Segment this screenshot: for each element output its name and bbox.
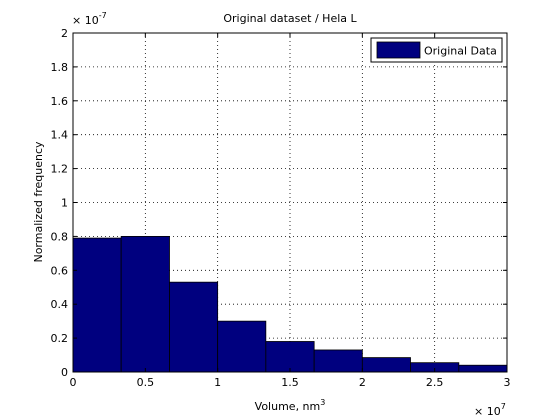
x-tick-labels: 0 0.5 1 1.5 2 2.5 3 xyxy=(70,376,511,389)
x-tick-label: 2 xyxy=(359,376,366,389)
y-tick-labels: 0 0.2 0.4 0.6 0.8 1 1.2 1.4 1.6 1.8 2 xyxy=(51,27,69,379)
histogram-bar xyxy=(313,349,363,373)
histogram-bar xyxy=(458,364,508,373)
y-axis-label: Normalized frequency xyxy=(32,141,45,263)
histogram-bar xyxy=(169,281,219,373)
y-tick-label: 1.2 xyxy=(51,163,69,176)
histogram-bar xyxy=(265,341,315,373)
y-tick-label: 1.8 xyxy=(51,61,69,74)
legend-label: Original Data xyxy=(424,45,497,58)
axis-ticks xyxy=(72,32,508,373)
y-tick-label: 0 xyxy=(61,366,68,379)
x-tick-label: 0.5 xyxy=(137,376,155,389)
x-multiplier-base: × 10 xyxy=(474,405,501,418)
y-tick-label: 0.6 xyxy=(51,264,69,277)
x-axis-label-superscript: 3 xyxy=(320,398,325,407)
x-tick-label: 1 xyxy=(214,376,221,389)
y-tick-label: 0.4 xyxy=(51,298,69,311)
y-tick-label: 0.2 xyxy=(51,332,69,345)
histogram-bar xyxy=(217,320,267,373)
x-axis-multiplier: × 107 xyxy=(474,402,506,418)
histogram-bar xyxy=(120,235,170,373)
histogram-bar xyxy=(361,357,411,373)
y-tick-label: 1.6 xyxy=(51,95,69,108)
y-tick-label: 1 xyxy=(61,197,68,210)
histogram-bars xyxy=(72,235,508,373)
legend: Original Data xyxy=(370,37,503,63)
chart-title: Original dataset / Hela L xyxy=(223,12,357,25)
x-multiplier-exponent: 7 xyxy=(501,402,506,411)
x-tick-label: 3 xyxy=(504,376,511,389)
y-axis-multiplier: × 10-7 xyxy=(72,11,107,27)
x-tick-label: 0 xyxy=(70,376,77,389)
x-axis-label: Volume, nm3 xyxy=(255,398,326,413)
histogram-bar xyxy=(72,237,122,373)
y-tick-label: 0.8 xyxy=(51,230,69,243)
legend-swatch xyxy=(376,41,421,59)
x-axis-label-text: Volume, nm xyxy=(255,400,321,413)
y-tick-label: 2 xyxy=(61,27,68,40)
x-tick-label: 2.5 xyxy=(426,376,444,389)
y-multiplier-exponent: -7 xyxy=(99,11,107,20)
x-tick-label: 1.5 xyxy=(281,376,299,389)
y-tick-label: 1.4 xyxy=(51,129,69,142)
y-multiplier-base: × 10 xyxy=(72,14,99,27)
